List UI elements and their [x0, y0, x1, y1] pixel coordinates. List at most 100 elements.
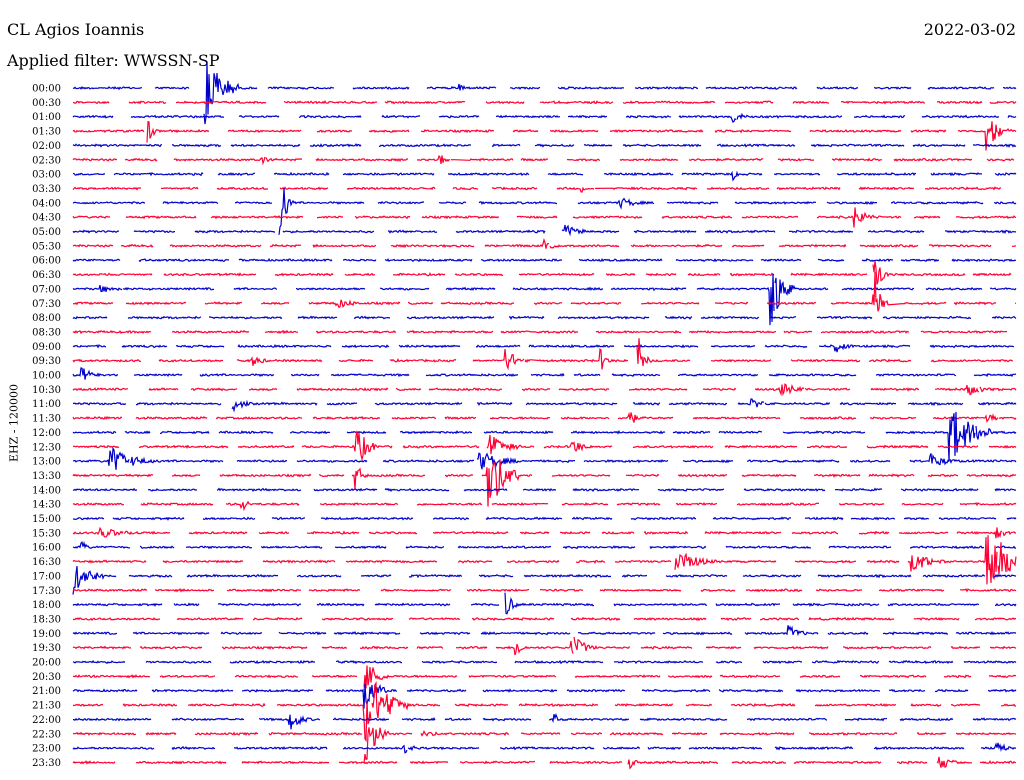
- trace-line-0730: [440, 301, 515, 306]
- trace-line-0730: [204, 301, 242, 306]
- trace-line-2230: [570, 732, 603, 736]
- trace-line-0800: [769, 316, 797, 320]
- trace-line-1130: [489, 416, 551, 420]
- trace-line-1130: [799, 416, 857, 421]
- trace-line-0500: [561, 224, 620, 237]
- trace-line-0800: [297, 315, 338, 320]
- trace-line-0600: [900, 258, 940, 263]
- trace-line-1400: [572, 487, 640, 493]
- trace-line-1000: [530, 372, 565, 377]
- trace-line-1000: [677, 373, 759, 377]
- trace-line-0230: [566, 158, 601, 162]
- trace-line-1430: [838, 502, 885, 506]
- trace-line-0700: [72, 284, 123, 293]
- trace-line-0000: [1003, 86, 1017, 90]
- trace-line-0830: [171, 329, 250, 334]
- station-title: CL Agios Ioannis: [7, 20, 145, 39]
- trace-line-0800: [72, 315, 108, 320]
- trace-line-1400: [147, 488, 198, 492]
- trace-line-1500: [850, 516, 896, 521]
- time-label: 02:00: [32, 141, 61, 152]
- trace-line-2130: [730, 702, 796, 708]
- trace-line-0830: [595, 329, 682, 334]
- trace-line-2330: [896, 760, 928, 765]
- trace-line-0500: [282, 229, 375, 234]
- trace-line-0630: [790, 272, 868, 277]
- trace-line-2200: [746, 717, 828, 722]
- trace-line-1730: [226, 588, 302, 593]
- trace-line-0200: [72, 143, 163, 148]
- trace-line-1330: [741, 473, 797, 478]
- trace-line-0930: [868, 358, 912, 363]
- trace-line-1830: [913, 616, 960, 621]
- trace-line-0730: [641, 301, 700, 305]
- trace-line-1700: [993, 573, 1017, 578]
- trace-line-1400: [522, 487, 557, 492]
- trace-line-0130: [997, 127, 1017, 137]
- trace-line-1400: [743, 487, 826, 492]
- trace-line-0000: [267, 86, 335, 90]
- time-label: 22:00: [32, 715, 61, 726]
- trace-line-1630: [866, 559, 900, 564]
- trace-line-1330: [552, 473, 611, 478]
- trace-line-1100: [839, 401, 897, 406]
- trace-line-1500: [271, 516, 306, 521]
- trace-line-0500: [455, 229, 546, 234]
- time-label: 11:30: [32, 414, 61, 425]
- trace-line-1630: [345, 559, 438, 564]
- trace-line-0300: [930, 172, 982, 177]
- trace-line-1500: [804, 516, 844, 521]
- trace-line-0800: [991, 315, 1017, 320]
- time-label: 05:00: [32, 227, 61, 238]
- trace-line-1730: [815, 588, 863, 592]
- trace-line-0700: [233, 287, 278, 291]
- trace-line-2230: [916, 731, 947, 736]
- trace-line-1830: [176, 617, 244, 621]
- trace-line-0030: [840, 100, 926, 105]
- trace-line-2100: [934, 688, 969, 693]
- trace-line-1000: [611, 373, 661, 378]
- trace-line-1130: [135, 416, 208, 420]
- trace-line-1700: [922, 573, 986, 578]
- trace-line-0430: [661, 215, 733, 220]
- trace-line-1430: [901, 502, 944, 506]
- trace-line-1430: [561, 502, 609, 506]
- trace-line-2300: [171, 746, 216, 751]
- trace-line-1400: [834, 487, 882, 492]
- trace-line-1230: [486, 434, 535, 455]
- trace-line-0230: [520, 157, 549, 162]
- trace-line-0400: [278, 188, 365, 235]
- trace-line-1900: [220, 631, 263, 635]
- trace-line-1500: [938, 516, 997, 521]
- time-label: 17:00: [32, 571, 61, 582]
- trace-line-0300: [342, 172, 435, 176]
- trace-line-0500: [867, 229, 925, 234]
- trace-line-0630: [972, 272, 1012, 277]
- trace-line-0700: [841, 287, 915, 291]
- trace-line-1530: [601, 531, 635, 535]
- trace-line-1100: [737, 398, 765, 408]
- trace-line-2230: [194, 731, 259, 736]
- trace-line-2100: [325, 683, 398, 709]
- trace-line-0130: [316, 129, 353, 133]
- trace-line-0530: [169, 243, 262, 248]
- trace-line-1730: [466, 588, 529, 593]
- trace-line-1030: [558, 387, 610, 392]
- trace-line-1900: [278, 631, 327, 636]
- time-label: 00:00: [32, 84, 61, 95]
- trace-line-0330: [594, 186, 698, 191]
- trace-line-0200: [810, 143, 905, 148]
- trace-line-1230: [632, 444, 714, 449]
- trace-line-1000: [425, 372, 518, 377]
- filter-label: Applied filter: WWSSN-SP: [7, 51, 220, 70]
- trace-line-0400: [826, 200, 877, 205]
- trace-line-2100: [151, 688, 234, 693]
- time-label: 16:00: [32, 543, 61, 554]
- trace-line-0400: [891, 200, 984, 205]
- trace-line-1100: [764, 401, 831, 406]
- trace-line-1130: [617, 411, 674, 423]
- trace-line-2230: [520, 732, 561, 736]
- trace-line-0530: [120, 243, 154, 248]
- trace-line-0930: [389, 358, 457, 363]
- trace-line-0300: [681, 170, 763, 182]
